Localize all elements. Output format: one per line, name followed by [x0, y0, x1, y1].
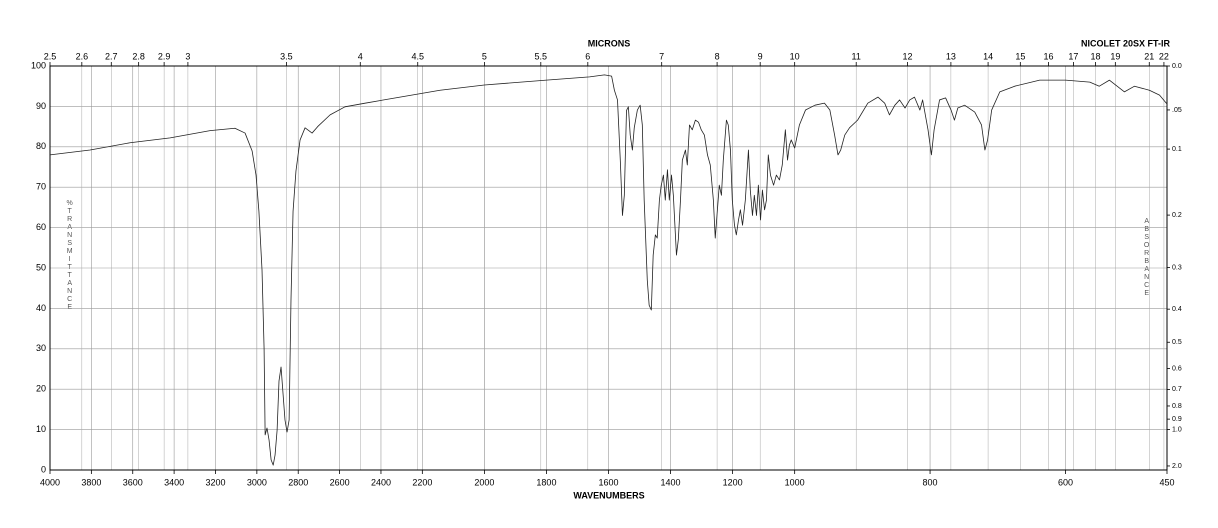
micron-tick-label: 22 — [1159, 51, 1169, 61]
y2-tick-label: 0.3 — [1172, 264, 1182, 271]
y2-tick-label: .05 — [1172, 107, 1182, 114]
x-tick-label: 2200 — [412, 477, 432, 487]
micron-tick-label: 19 — [1110, 51, 1120, 61]
micron-tick-label: 2.9 — [158, 51, 171, 61]
y2-tick-label: 2.0 — [1172, 463, 1182, 470]
y2-tick-label: 0.0 — [1172, 63, 1182, 70]
x-axis-title: WAVENUMBERS — [573, 490, 644, 500]
plot-frame — [49, 65, 1168, 471]
y2-tick-label: 0.7 — [1172, 386, 1182, 393]
y-tick-label: 30 — [36, 343, 46, 353]
x-tick-label: 1200 — [723, 477, 743, 487]
y-tick-label: 50 — [36, 262, 46, 272]
x-tick-label: 3200 — [205, 477, 225, 487]
y-tick-label: 20 — [36, 384, 46, 394]
micron-tick-label: 3 — [185, 51, 190, 61]
micron-tick-label: 12 — [902, 51, 912, 61]
y-tick-label: 0 — [41, 464, 46, 474]
x-tick-label: 3800 — [81, 477, 101, 487]
micron-tick-label: 21 — [1144, 51, 1154, 61]
micron-tick-label: 5.5 — [535, 51, 548, 61]
x-tick-label: 1000 — [785, 477, 805, 487]
y-tick-label: 60 — [36, 222, 46, 232]
y2-tick-label: 0.5 — [1172, 339, 1182, 346]
x-tick-label: 1400 — [661, 477, 681, 487]
y-tick-label: 100 — [31, 60, 46, 70]
y-axis-title: %TRANSMITTANCE — [66, 200, 73, 312]
y2-tick-label: 0.8 — [1172, 403, 1182, 410]
micron-tick-label: 16 — [1044, 51, 1054, 61]
micron-tick-label: 7 — [659, 51, 664, 61]
micron-tick-label: 2.6 — [76, 51, 89, 61]
micron-tick-label: 11 — [852, 51, 861, 61]
x-tick-label: 600 — [1058, 477, 1073, 487]
y2-tick-label: 1.0 — [1172, 426, 1182, 433]
y-tick-label: 40 — [36, 303, 46, 313]
micron-tick-label: 2.7 — [105, 51, 118, 61]
micron-tick-label: 18 — [1091, 51, 1101, 61]
micron-tick-label: 13 — [946, 51, 956, 61]
micron-tick-label: 14 — [983, 51, 993, 61]
y2-tick-label: 0.1 — [1172, 146, 1182, 153]
y2-axis-title: ABSORBANCE — [1143, 218, 1150, 298]
y-tick-label: 90 — [36, 101, 46, 111]
y-tick-label: 10 — [36, 424, 46, 434]
x-tick-label: 800 — [923, 477, 938, 487]
micron-tick-label: 3.5 — [280, 51, 293, 61]
top-axis-title: MICRONS — [588, 38, 631, 48]
micron-tick-label: 6 — [585, 51, 590, 61]
y2-tick-label: 0.6 — [1172, 365, 1182, 372]
micron-tick-label: 4.5 — [411, 51, 424, 61]
y2-tick-label: 0.2 — [1172, 212, 1182, 219]
x-tick-label: 2600 — [330, 477, 350, 487]
x-tick-label: 4000 — [40, 477, 60, 487]
micron-tick-label: 2.5 — [44, 51, 57, 61]
x-tick-label: 2800 — [288, 477, 308, 487]
x-tick-label: 3600 — [123, 477, 143, 487]
micron-tick-label: 8 — [715, 51, 720, 61]
y-tick-label: 70 — [36, 182, 46, 192]
micron-tick-label: 5 — [482, 51, 487, 61]
y2-tick-label: 0.4 — [1172, 306, 1182, 313]
x-tick-label: 2400 — [371, 477, 391, 487]
x-tick-label: 450 — [1159, 477, 1174, 487]
y-tick-label: 80 — [36, 141, 46, 151]
micron-tick-label: 10 — [790, 51, 800, 61]
instrument-label: NICOLET 20SX FT-IR — [1081, 38, 1171, 48]
x-tick-label: 1600 — [598, 477, 618, 487]
micron-tick-label: 15 — [1015, 51, 1025, 61]
micron-tick-label: 17 — [1068, 51, 1078, 61]
y2-tick-label: 0.9 — [1172, 416, 1182, 423]
x-tick-label: 3000 — [247, 477, 267, 487]
spectrum-line — [49, 74, 1168, 466]
micron-tick-label: 4 — [358, 51, 363, 61]
x-tick-label: 2000 — [474, 477, 494, 487]
micron-tick-label: 9 — [758, 51, 763, 61]
x-tick-label: 3400 — [164, 477, 184, 487]
x-tick-label: 1800 — [536, 477, 556, 487]
micron-tick-label: 2.8 — [132, 51, 145, 61]
